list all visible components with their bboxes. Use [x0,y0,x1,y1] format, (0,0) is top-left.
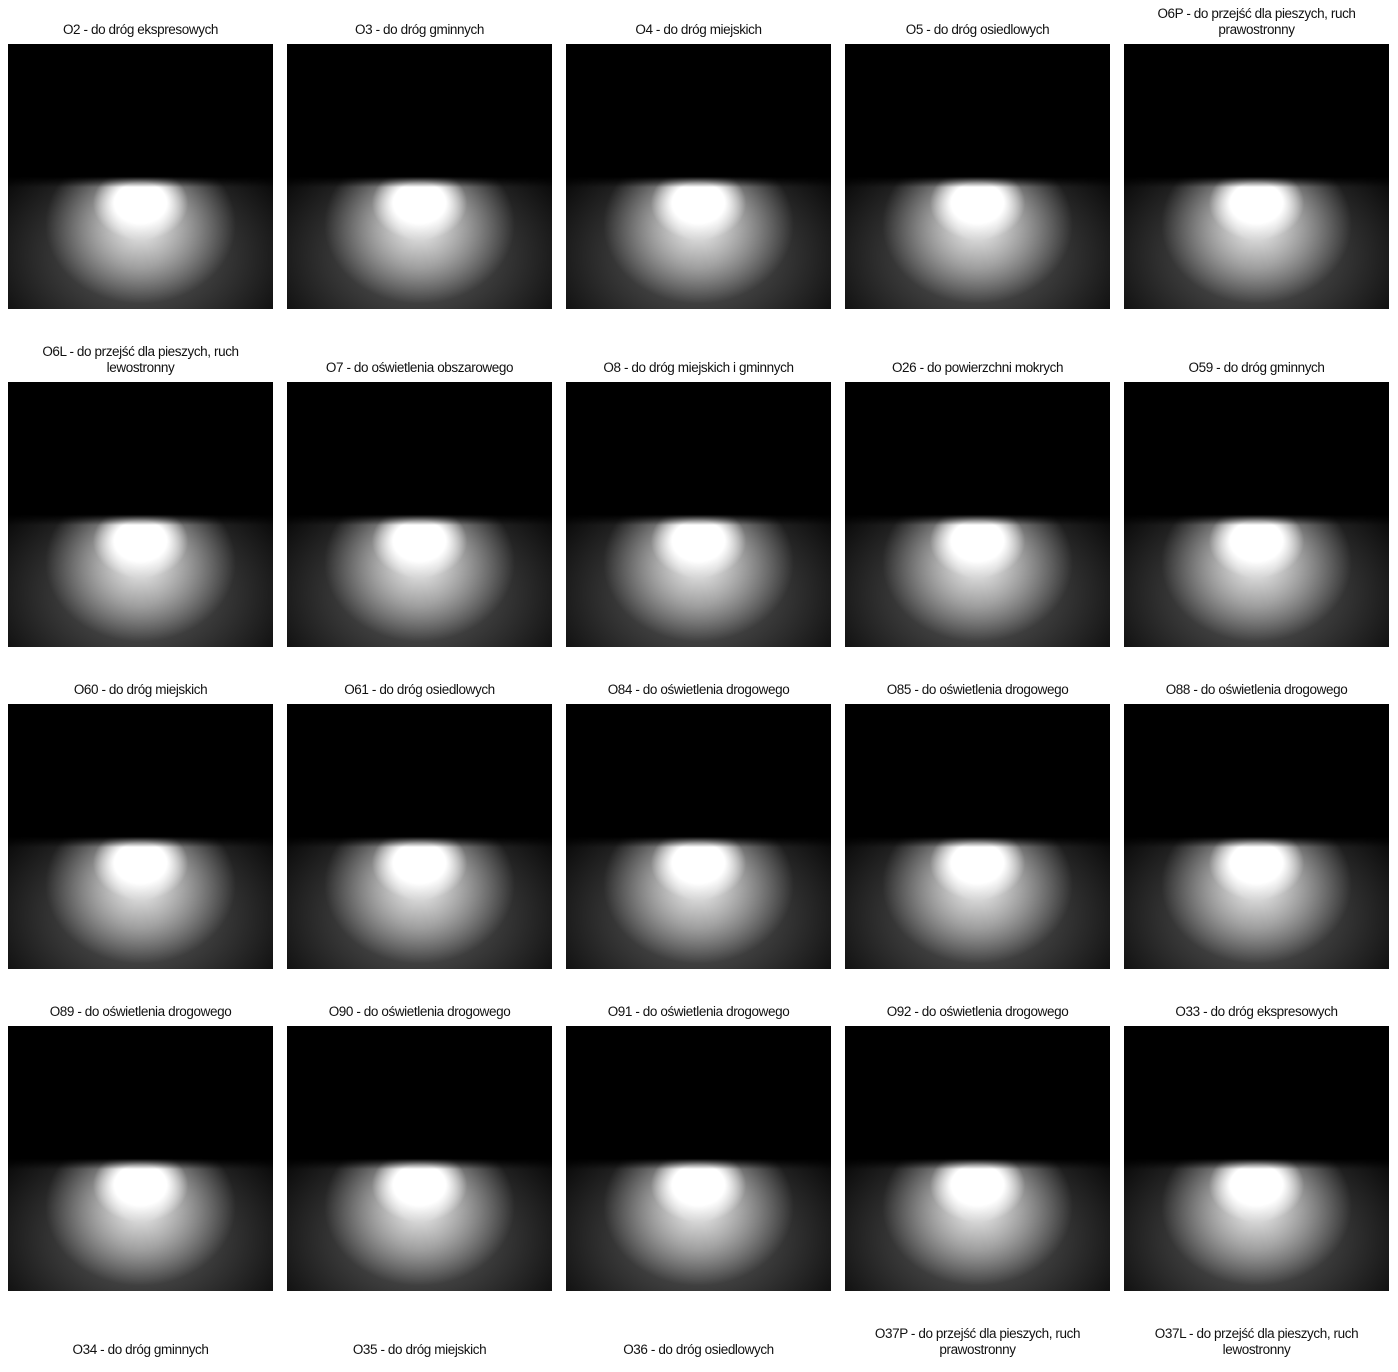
gallery-item: O88 - do oświetlenia drogowego [1124,676,1389,969]
gallery-item: O89 - do oświetlenia drogowego [8,998,273,1291]
light-distribution-image[interactable] [1124,382,1389,647]
light-distribution-image[interactable] [845,1026,1110,1291]
gallery-item: O6P - do przejść dla pieszych, ruch praw… [1124,0,1389,309]
gallery-item: O60 - do dróg miejskich [8,676,273,969]
light-distribution-image[interactable] [287,382,552,647]
item-caption: O34 - do dróg gminnych [8,1336,273,1364]
gallery-item: O7 - do oświetlenia obszarowego [287,354,552,647]
item-caption: O91 - do oświetlenia drogowego [566,998,831,1026]
item-caption: O60 - do dróg miejskich [8,676,273,704]
gallery-item: O59 - do dróg gminnych [1124,354,1389,647]
item-caption: O90 - do oświetlenia drogowego [287,998,552,1026]
light-distribution-image[interactable] [566,704,831,969]
item-caption: O6P - do przejść dla pieszych, ruch praw… [1124,0,1389,44]
gallery-item: O85 - do oświetlenia drogowego [845,676,1110,969]
gallery-item: O36 - do dróg osiedlowych [566,1336,831,1364]
light-distribution-image[interactable] [566,44,831,309]
light-distribution-image[interactable] [8,382,273,647]
gallery-item: O84 - do oświetlenia drogowego [566,676,831,969]
item-caption: O37L - do przejść dla pieszych, ruch lew… [1124,1320,1389,1364]
gallery-item: O2 - do dróg ekspresowych [8,16,273,309]
light-distribution-image[interactable] [1124,704,1389,969]
light-distribution-image[interactable] [566,382,831,647]
light-distribution-image[interactable] [566,1026,831,1291]
item-caption: O61 - do dróg osiedlowych [287,676,552,704]
gallery-item: O37P - do przejść dla pieszych, ruch pra… [845,1320,1110,1364]
gallery-item: O90 - do oświetlenia drogowego [287,998,552,1291]
gallery-item: O26 - do powierzchni mokrych [845,354,1110,647]
light-distribution-image[interactable] [287,44,552,309]
item-caption: O37P - do przejść dla pieszych, ruch pra… [845,1320,1110,1364]
gallery-item: O6L - do przejść dla pieszych, ruch lewo… [8,338,273,647]
gallery-item: O92 - do oświetlenia drogowego [845,998,1110,1291]
gallery-item: O33 - do dróg ekspresowych [1124,998,1389,1291]
gallery-item: O5 - do dróg osiedlowych [845,16,1110,309]
light-distribution-image[interactable] [287,704,552,969]
item-caption: O26 - do powierzchni mokrych [845,354,1110,382]
gallery-item: O61 - do dróg osiedlowych [287,676,552,969]
item-caption: O8 - do dróg miejskich i gminnych [566,354,831,382]
gallery-item: O3 - do dróg gminnych [287,16,552,309]
gallery-item: O8 - do dróg miejskich i gminnych [566,354,831,647]
item-caption: O85 - do oświetlenia drogowego [845,676,1110,704]
gallery: O2 - do dróg ekspresowych O3 - do dróg gm… [8,0,1389,1364]
light-distribution-image[interactable] [8,1026,273,1291]
page: {"items": [ {"caption": "O2 - do dróg ek… [0,0,1398,1372]
light-distribution-image[interactable] [845,382,1110,647]
item-caption: O3 - do dróg gminnych [287,16,552,44]
item-caption: O33 - do dróg ekspresowych [1124,998,1389,1026]
light-distribution-image[interactable] [845,704,1110,969]
item-caption: O89 - do oświetlenia drogowego [8,998,273,1026]
gallery-item: O34 - do dróg gminnych [8,1336,273,1364]
item-caption: O5 - do dróg osiedlowych [845,16,1110,44]
item-caption: O59 - do dróg gminnych [1124,354,1389,382]
gallery-item: O35 - do dróg miejskich [287,1336,552,1364]
item-caption: O4 - do dróg miejskich [566,16,831,44]
light-distribution-image[interactable] [845,44,1110,309]
item-caption: O35 - do dróg miejskich [287,1336,552,1364]
item-caption: O7 - do oświetlenia obszarowego [287,354,552,382]
light-distribution-image[interactable] [8,44,273,309]
item-caption: O36 - do dróg osiedlowych [566,1336,831,1364]
item-caption: O2 - do dróg ekspresowych [8,16,273,44]
light-distribution-image[interactable] [1124,1026,1389,1291]
light-distribution-image[interactable] [1124,44,1389,309]
item-caption: O92 - do oświetlenia drogowego [845,998,1110,1026]
item-caption: O88 - do oświetlenia drogowego [1124,676,1389,704]
light-distribution-image[interactable] [287,1026,552,1291]
item-caption: O84 - do oświetlenia drogowego [566,676,831,704]
item-caption: O6L - do przejść dla pieszych, ruch lewo… [8,338,273,382]
gallery-item: O91 - do oświetlenia drogowego [566,998,831,1291]
gallery-item: O37L - do przejść dla pieszych, ruch lew… [1124,1320,1389,1364]
light-distribution-image[interactable] [8,704,273,969]
gallery-item: O4 - do dróg miejskich [566,16,831,309]
